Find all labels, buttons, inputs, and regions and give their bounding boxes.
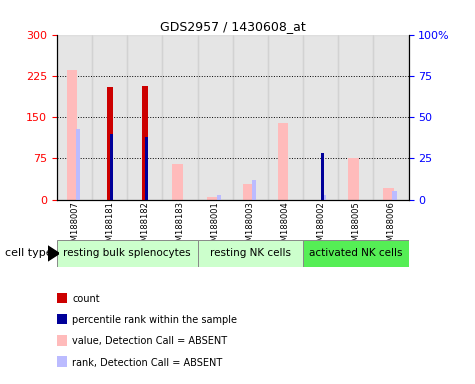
- Bar: [76, 129, 80, 200]
- Bar: [373, 35, 408, 200]
- Bar: [57, 240, 198, 267]
- Bar: [127, 35, 162, 200]
- Bar: [383, 187, 394, 200]
- Title: GDS2957 / 1430608_at: GDS2957 / 1430608_at: [160, 20, 305, 33]
- Bar: [110, 134, 113, 200]
- Bar: [142, 86, 148, 200]
- Bar: [392, 192, 397, 200]
- Bar: [198, 240, 303, 267]
- Bar: [57, 35, 92, 200]
- Bar: [208, 197, 218, 200]
- Bar: [233, 35, 268, 200]
- Bar: [67, 70, 77, 200]
- Text: cell type: cell type: [5, 248, 52, 258]
- Bar: [252, 180, 256, 200]
- Bar: [268, 35, 303, 200]
- Text: resting NK cells: resting NK cells: [210, 248, 291, 258]
- Bar: [92, 35, 127, 200]
- Text: percentile rank within the sample: percentile rank within the sample: [72, 315, 237, 325]
- Text: activated NK cells: activated NK cells: [309, 248, 402, 258]
- Bar: [322, 195, 326, 200]
- Bar: [348, 159, 359, 200]
- Bar: [217, 195, 221, 200]
- Bar: [198, 35, 233, 200]
- Text: count: count: [72, 294, 100, 304]
- Text: value, Detection Call = ABSENT: value, Detection Call = ABSENT: [72, 336, 228, 346]
- Bar: [243, 184, 253, 200]
- Bar: [321, 154, 324, 200]
- Text: rank, Detection Call = ABSENT: rank, Detection Call = ABSENT: [72, 358, 222, 367]
- Text: resting bulk splenocytes: resting bulk splenocytes: [64, 248, 191, 258]
- Bar: [338, 35, 373, 200]
- Polygon shape: [48, 246, 59, 261]
- Bar: [106, 87, 113, 200]
- Bar: [162, 35, 198, 200]
- Bar: [303, 35, 338, 200]
- Bar: [278, 122, 288, 200]
- Bar: [303, 240, 408, 267]
- Bar: [172, 164, 183, 200]
- Bar: [145, 137, 148, 200]
